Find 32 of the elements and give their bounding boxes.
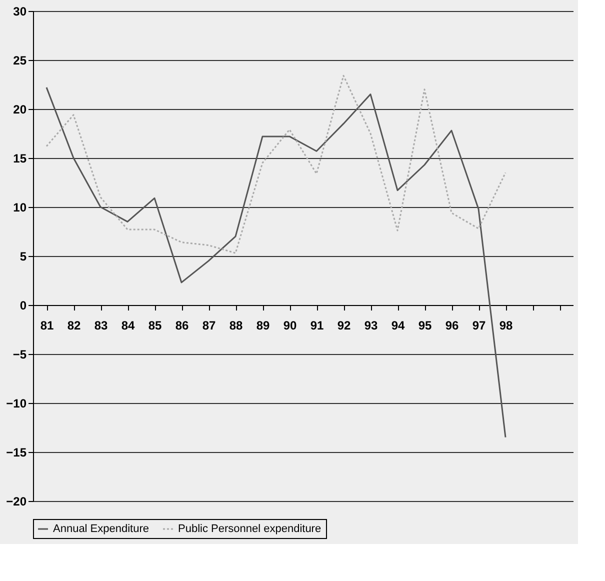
y-tick-label: −10 (6, 396, 27, 410)
x-tick-label: 95 (418, 318, 432, 332)
x-tick-label: 96 (445, 318, 459, 332)
x-tick-label: 90 (283, 318, 297, 332)
y-tick-label: 10 (13, 200, 27, 214)
x-tick-label: 93 (364, 318, 378, 332)
x-tick-label: 86 (175, 318, 189, 332)
y-tick-label: 0 (20, 298, 27, 312)
x-tick-label: 92 (337, 318, 351, 332)
x-tick-label: 88 (229, 318, 243, 332)
y-tick-label: −5 (12, 348, 27, 362)
y-tick-label: 30 (13, 4, 27, 18)
x-tick-label: 83 (94, 318, 108, 332)
legend-label: Annual Expenditure (53, 523, 150, 535)
x-tick-label: 98 (499, 318, 513, 332)
x-tick-label: 94 (391, 318, 405, 332)
y-tick-label: 20 (13, 102, 27, 116)
x-tick-label: 84 (121, 318, 135, 332)
x-tick-label: 82 (67, 318, 81, 332)
x-tick-label: 97 (472, 318, 486, 332)
line-series (46, 74, 506, 254)
y-tick-label: −20 (6, 494, 27, 508)
x-tick-label: 89 (256, 318, 270, 332)
y-tick-label: 15 (13, 152, 27, 166)
x-tick-label: 87 (202, 318, 216, 332)
y-tick-label: 5 (20, 250, 27, 264)
x-tick-label: 85 (148, 318, 162, 332)
x-tick-label: 81 (40, 318, 54, 332)
legend-label: Public Personnel expenditure (178, 523, 322, 535)
y-tick-label: 25 (13, 54, 27, 68)
x-tick-label: 91 (310, 318, 324, 332)
y-tick-label: −15 (6, 446, 27, 460)
